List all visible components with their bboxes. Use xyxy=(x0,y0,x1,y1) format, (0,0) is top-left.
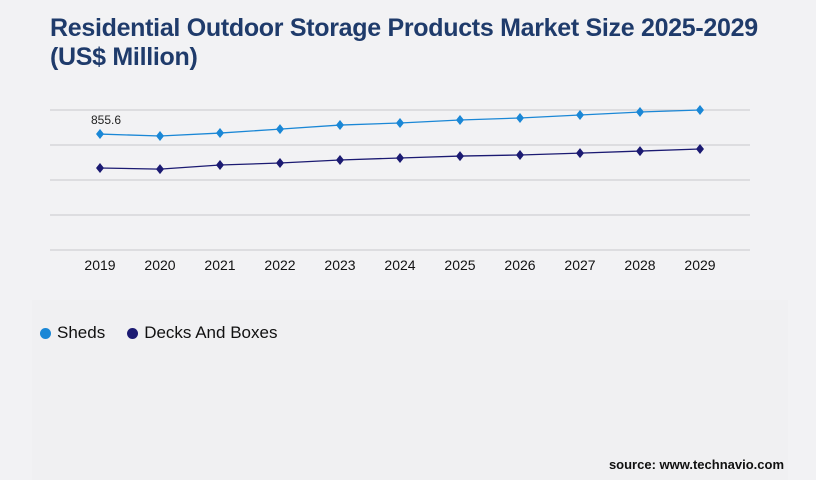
legend-marker-icon xyxy=(40,327,51,339)
data-point xyxy=(336,155,344,166)
data-point xyxy=(516,149,524,160)
data-point xyxy=(96,163,104,174)
legend-marker-icon xyxy=(127,327,139,339)
x-tick-label: 2019 xyxy=(84,257,115,273)
x-tick-label: 2024 xyxy=(384,257,415,273)
data-point xyxy=(276,157,284,168)
data-point xyxy=(336,120,344,131)
data-point xyxy=(636,107,644,118)
data-point xyxy=(636,146,644,157)
x-tick-label: 2028 xyxy=(624,257,655,273)
data-point xyxy=(156,131,164,142)
x-tick-label: 2027 xyxy=(564,257,595,273)
data-point xyxy=(576,110,584,121)
chart-title: Residential Outdoor Storage Products Mar… xyxy=(50,14,758,71)
data-point xyxy=(456,151,464,162)
legend-label: Decks And Boxes xyxy=(144,323,278,342)
x-tick-label: 2025 xyxy=(444,257,475,273)
data-point xyxy=(456,115,464,126)
legend: Sheds Decks And Boxes xyxy=(40,323,277,343)
data-point xyxy=(156,164,164,175)
data-point xyxy=(576,148,584,159)
x-tick-label: 2021 xyxy=(204,257,235,273)
legend-label: Sheds xyxy=(57,323,106,342)
lower-panel xyxy=(32,300,788,480)
source-text: source: www.technavio.com xyxy=(608,457,784,472)
x-tick-label: 2029 xyxy=(684,257,715,273)
x-tick-label: 2022 xyxy=(264,257,295,273)
legend-item-sheds[interactable]: Sheds xyxy=(40,323,105,343)
x-tick-label: 2020 xyxy=(144,257,175,273)
line-chart: 2019 2020 2021 2022 2023 2024 2025 2026 2027 2028… xyxy=(50,105,750,273)
data-point xyxy=(216,160,224,171)
data-point xyxy=(276,124,284,135)
data-point xyxy=(396,118,404,129)
data-point xyxy=(96,129,104,140)
data-label: 855.6 xyxy=(91,113,121,127)
legend-item-decks[interactable]: Decks And Boxes xyxy=(127,323,277,343)
data-point xyxy=(396,152,404,163)
data-point xyxy=(216,128,224,139)
data-point xyxy=(696,105,704,115)
data-point xyxy=(516,112,524,123)
data-point xyxy=(696,144,704,155)
x-tick-label: 2026 xyxy=(504,257,535,273)
x-tick-label: 2023 xyxy=(324,257,355,273)
